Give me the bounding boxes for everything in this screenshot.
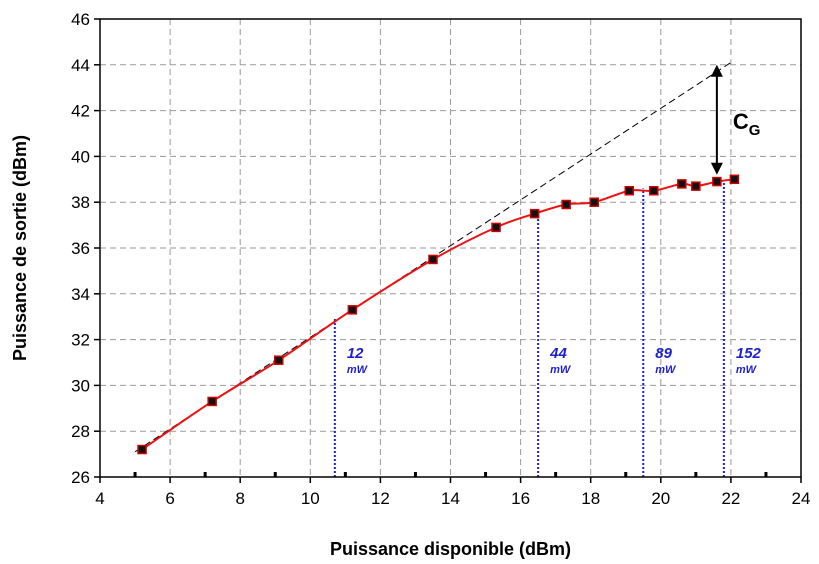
- tick-labels: 4 6 8 10 12 14 16 18 20 22 24262830323436384042444…: [71, 10, 810, 508]
- y-tick-label: 30: [71, 376, 90, 395]
- marker-value: 12: [347, 345, 364, 362]
- data-point: [529, 208, 540, 219]
- y-tick-label: 26: [71, 468, 90, 487]
- y-axis-title: Puissance de sortie (dBm): [10, 135, 30, 361]
- gain-compression-label: CG: [733, 109, 761, 139]
- x-tick-label: 16: [511, 489, 530, 508]
- data-point: [561, 199, 571, 210]
- marker-unit: mW: [736, 364, 758, 376]
- marker-unit: mW: [550, 364, 572, 376]
- data-point: [729, 174, 740, 185]
- y-tick-label: 42: [71, 102, 90, 121]
- x-tick-label: 6: [165, 489, 174, 508]
- data-point: [491, 222, 501, 233]
- grid: [100, 19, 801, 477]
- marker-unit: mW: [655, 364, 677, 376]
- data-point: [589, 197, 599, 207]
- x-tick-label: 24: [792, 489, 811, 508]
- x-tick-label: 22: [721, 489, 740, 508]
- gain-compression-annotation: CG: [710, 64, 761, 175]
- x-axis-title: Puissance disponible (dBm): [330, 539, 571, 559]
- gain-label-subscript: G: [749, 122, 761, 139]
- marker-value: 152: [736, 345, 762, 362]
- data-point: [347, 305, 358, 315]
- y-tick-label: 38: [71, 193, 90, 212]
- marker-unit: mW: [347, 364, 369, 376]
- data-point: [274, 355, 284, 365]
- y-tick-label: 32: [71, 331, 90, 350]
- power-markers: 12 mW 44 mW 89 mW 152 mW: [333, 181, 762, 477]
- data-point: [624, 186, 635, 196]
- data-point: [712, 176, 722, 187]
- series-group: [137, 174, 740, 455]
- x-tick-label: 20: [651, 489, 670, 508]
- x-tick-label: 18: [581, 489, 600, 508]
- data-point: [649, 186, 659, 196]
- axes: [94, 18, 802, 483]
- data-point: [677, 179, 687, 189]
- y-tick-label: 36: [71, 239, 90, 258]
- gain-arrow-head-top: [710, 64, 723, 77]
- marker-value: 89: [655, 345, 672, 362]
- y-tick-label: 44: [71, 56, 90, 75]
- x-tick-label: 10: [301, 489, 320, 508]
- y-tick-label: 46: [71, 10, 90, 29]
- marker-value: 44: [549, 345, 567, 362]
- x-tick-label: 4: [95, 489, 104, 508]
- y-tick-label: 28: [71, 422, 90, 441]
- data-point: [207, 396, 217, 407]
- data-point: [691, 181, 701, 191]
- x-tick-label: 12: [371, 489, 390, 508]
- y-tick-label: 34: [71, 285, 90, 304]
- data-point: [137, 444, 147, 455]
- gain-label-base: C: [733, 109, 749, 134]
- gain-arrow-head-bottom: [710, 162, 723, 175]
- x-tick-label: 14: [441, 489, 460, 508]
- data-point: [428, 254, 438, 265]
- y-tick-label: 40: [71, 147, 90, 166]
- x-tick-label: 8: [235, 489, 244, 508]
